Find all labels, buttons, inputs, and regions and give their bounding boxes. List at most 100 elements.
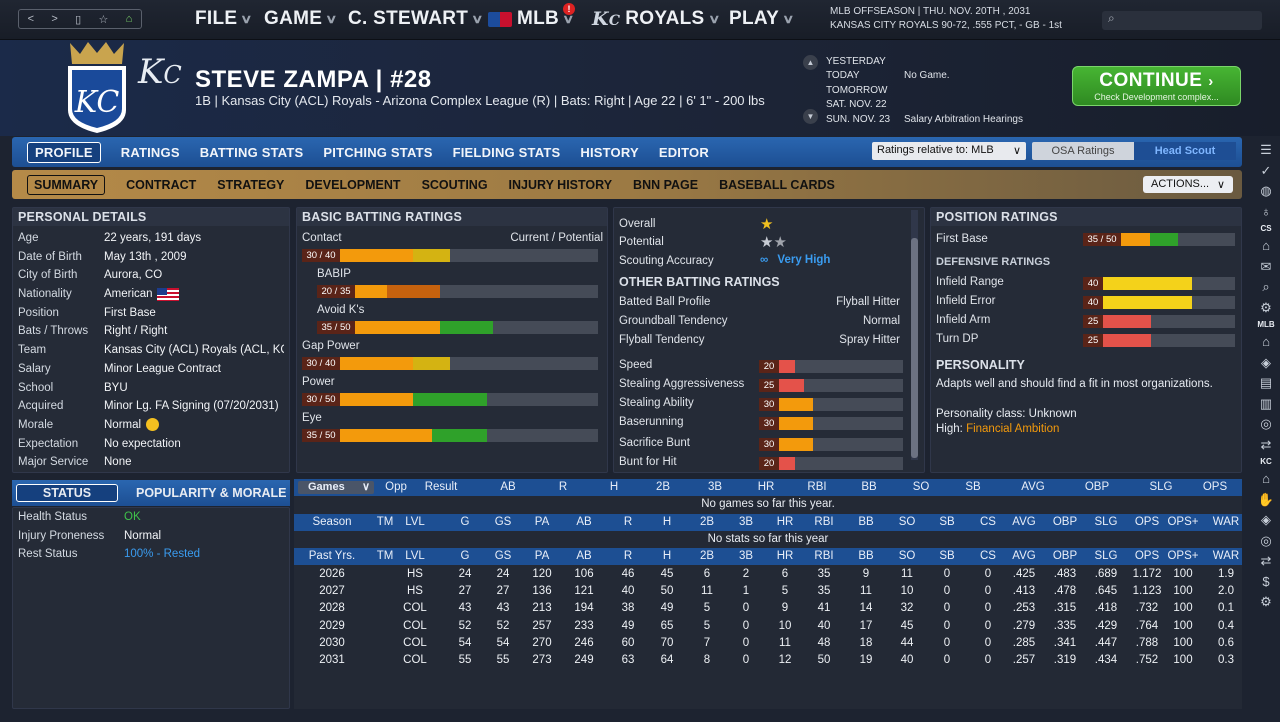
stats-column-header[interactable]: 2B <box>699 516 715 528</box>
stats-column-header[interactable]: R <box>623 550 633 562</box>
tab-history[interactable]: HISTORY <box>580 144 639 160</box>
news-icon[interactable]: ▤ <box>1259 375 1273 390</box>
stats-column-header[interactable]: TM <box>376 550 394 562</box>
actions-dropdown[interactable]: ACTIONS... ∨ <box>1143 176 1233 193</box>
stats-column-header[interactable]: WAR <box>1212 550 1240 562</box>
games-column-header[interactable]: SLG <box>1149 481 1173 493</box>
tab-bnn-page[interactable]: BNN PAGE <box>633 177 699 192</box>
stats-column-header[interactable]: HR <box>776 550 794 562</box>
home-icon[interactable]: ⌂ <box>1262 471 1270 486</box>
games-column-header[interactable]: H <box>609 481 619 493</box>
stats-column-header[interactable]: OPS <box>1134 516 1160 528</box>
tab-baseball-cards[interactable]: BASEBALL CARDS <box>719 177 835 192</box>
stats-column-header[interactable]: 3B <box>738 516 754 528</box>
stats-column-header[interactable]: SO <box>898 550 916 562</box>
tab-ratings[interactable]: RATINGS <box>120 144 180 160</box>
stats-column-header[interactable]: LVL <box>405 550 425 562</box>
back-icon[interactable]: < <box>27 13 35 25</box>
home-icon[interactable]: ⌂ <box>125 13 133 25</box>
stats-column-header[interactable]: AVG <box>1012 516 1036 528</box>
chart-icon[interactable]: ▥ <box>1259 395 1273 411</box>
games-column-header[interactable]: HR <box>757 481 775 493</box>
tab-development[interactable]: DEVELOPMENT <box>305 177 401 192</box>
check-icon[interactable]: ✓ <box>1260 162 1272 178</box>
tab-fielding-stats[interactable]: FIELDING STATS <box>452 144 561 160</box>
stats-column-header[interactable]: PA <box>534 516 550 528</box>
stats-column-header[interactable]: HR <box>776 516 794 528</box>
osa-ratings-toggle[interactable]: OSA Ratings <box>1032 142 1134 160</box>
games-column-header[interactable]: 3B <box>707 481 723 493</box>
tab-contract[interactable]: CONTRACT <box>126 177 197 192</box>
stats-column-header[interactable]: RBI <box>814 516 834 528</box>
tab-summary[interactable]: SUMMARY <box>27 174 106 195</box>
games-column-header[interactable]: OPS <box>1202 481 1228 493</box>
stats-column-header[interactable]: Past Yrs. <box>308 550 356 562</box>
scrollbar[interactable] <box>911 210 918 460</box>
search-input[interactable]: ⌕ <box>1102 11 1262 30</box>
stats-column-header[interactable]: SB <box>939 516 955 528</box>
exchange-icon[interactable]: ⇄ <box>1260 436 1272 452</box>
baseball-icon[interactable]: ◎ <box>1260 532 1272 548</box>
stats-column-header[interactable]: AVG <box>1012 550 1036 562</box>
games-column-header[interactable]: Opp <box>385 481 407 493</box>
exchange-icon[interactable]: ⇄ <box>1260 553 1272 568</box>
menu-manager[interactable]: C. STEWART ∨ <box>348 8 484 30</box>
games-column-header[interactable]: 2B <box>655 481 671 493</box>
location-icon[interactable]: ◈ <box>1261 354 1271 370</box>
stats-column-header[interactable]: AB <box>576 516 592 528</box>
tab-editor[interactable]: EDITOR <box>658 144 709 160</box>
menu-play[interactable]: PLAY ∨ <box>729 8 795 30</box>
tab-pitching-stats[interactable]: PITCHING STATS <box>323 144 433 160</box>
stats-column-header[interactable]: AB <box>576 550 592 562</box>
schedule-down-icon[interactable]: ▼ <box>803 109 818 124</box>
stats-column-header[interactable]: H <box>662 550 672 562</box>
gear-icon[interactable]: ⚙ <box>1260 594 1272 609</box>
tab-strategy[interactable]: STRATEGY <box>217 177 285 192</box>
star-icon[interactable]: ☆ <box>98 13 109 26</box>
baseball-icon[interactable]: ◎ <box>1260 416 1272 431</box>
stats-column-header[interactable]: OBP <box>1052 550 1078 562</box>
stats-column-header[interactable]: GS <box>494 550 512 562</box>
bulb-icon[interactable]: ♁ <box>1261 203 1271 219</box>
stats-column-header[interactable]: CS <box>980 550 996 562</box>
menu-game[interactable]: GAME ∨ <box>264 8 338 30</box>
stats-column-header[interactable]: 2B <box>699 550 715 562</box>
tab-scouting[interactable]: SCOUTING <box>421 177 488 192</box>
stats-column-header[interactable]: OBP <box>1052 516 1078 528</box>
stats-column-header[interactable]: SB <box>939 550 955 562</box>
stats-column-header[interactable]: G <box>460 550 470 562</box>
stats-column-header[interactable]: 3B <box>738 550 754 562</box>
stats-column-header[interactable]: LVL <box>405 516 425 528</box>
search-icon[interactable]: ⌕ <box>1262 279 1270 294</box>
hamburger-icon[interactable]: ☰ <box>1260 142 1272 157</box>
games-column-header[interactable]: Result <box>424 481 458 493</box>
tab-batting-stats[interactable]: BATTING STATS <box>199 144 304 160</box>
stats-column-header[interactable]: OPS+ <box>1167 516 1199 528</box>
stats-column-header[interactable]: BB <box>858 550 874 562</box>
games-column-header[interactable]: SO <box>912 481 930 493</box>
stats-column-header[interactable]: OPS+ <box>1167 550 1199 562</box>
stats-column-header[interactable]: SLG <box>1094 516 1118 528</box>
tab-popularity-morale[interactable]: POPULARITY & MORALE <box>136 486 287 500</box>
home-icon[interactable]: ⌂ <box>1262 334 1270 349</box>
stats-column-header[interactable]: PA <box>534 550 550 562</box>
stats-column-header[interactable]: Season <box>312 516 352 528</box>
tab-profile[interactable]: PROFILE <box>27 141 101 163</box>
stats-column-header[interactable]: GS <box>494 516 512 528</box>
globe-icon[interactable]: ◍ <box>1260 183 1272 198</box>
menu-mlb[interactable]: MLB ∨ <box>488 8 575 30</box>
stats-column-header[interactable]: RBI <box>814 550 834 562</box>
games-column-header[interactable]: R <box>558 481 568 493</box>
menu-file[interactable]: FILE ∨ <box>195 8 253 30</box>
games-column-header[interactable]: SB <box>965 481 981 493</box>
games-column-header[interactable]: AVG <box>1021 481 1045 493</box>
stats-column-header[interactable]: G <box>460 516 470 528</box>
stats-column-header[interactable]: CS <box>980 516 996 528</box>
stats-column-header[interactable]: SO <box>898 516 916 528</box>
tab-status[interactable]: STATUS <box>16 484 118 502</box>
head-scout-toggle[interactable]: Head Scout <box>1134 142 1236 160</box>
schedule-up-icon[interactable]: ▲ <box>803 55 818 70</box>
stats-column-header[interactable]: H <box>662 516 672 528</box>
dollar-icon[interactable]: $ <box>1262 573 1270 589</box>
scrollbar-thumb[interactable] <box>911 238 918 458</box>
